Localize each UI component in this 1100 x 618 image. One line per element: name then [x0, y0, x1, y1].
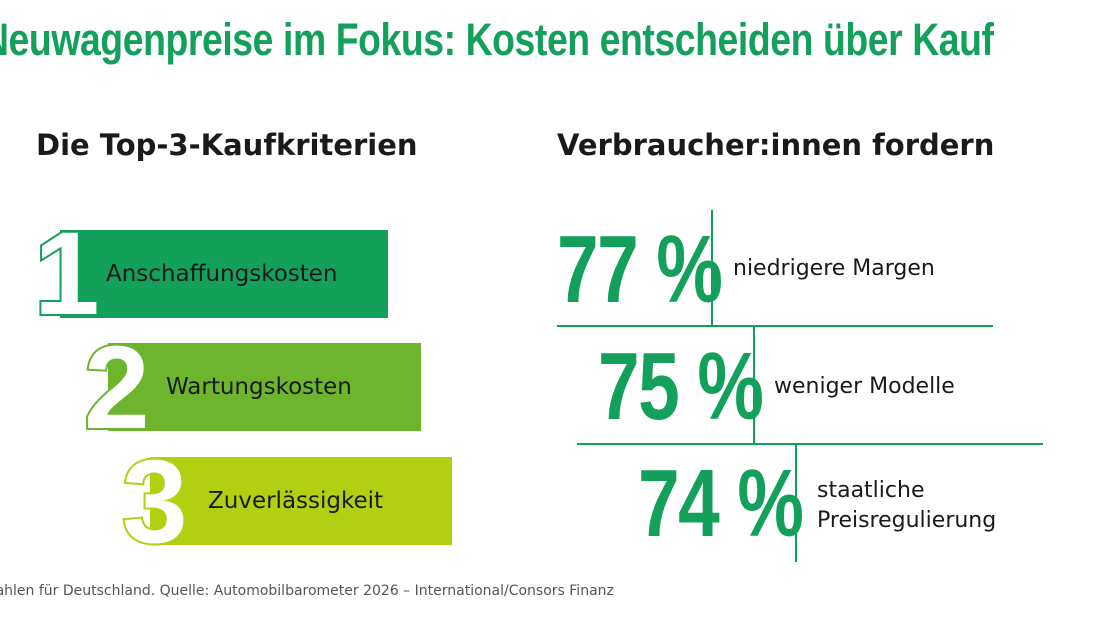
criterion-label-1: Anschaffungskosten: [106, 261, 338, 287]
criterion-bar-2: Wartungskosten: [108, 343, 421, 431]
demand-label-1: niedrigere Margen: [733, 254, 935, 284]
demand-label-2: weniger Modelle: [774, 372, 955, 402]
criterion-label-2: Wartungskosten: [166, 374, 352, 400]
criteria-heading: Die Top-3-Kaufkriterien: [36, 128, 418, 162]
divider-vertical-1: [711, 210, 713, 326]
divider-vertical-3: [795, 444, 797, 562]
divider-horizontal-1: [557, 325, 993, 327]
demand-label-1-line-1: niedrigere Margen: [733, 256, 935, 281]
percentage-value-2: 75 %: [598, 333, 764, 440]
percentage-value-1: 77 %: [557, 216, 723, 323]
divider-vertical-2: [753, 326, 755, 444]
demand-label-3-line-1: staatliche: [817, 478, 925, 503]
demand-label-3-line-2: Preisregulierung: [817, 508, 997, 533]
source-note: Zahlen für Deutschland. Quelle: Automobi…: [0, 583, 614, 599]
criterion-bar-3: Zuverlässigkeit: [150, 457, 452, 545]
divider-horizontal-2: [577, 443, 1043, 445]
page-title: Neuwagenpreise im Fokus: Kosten entschei…: [0, 14, 994, 65]
demand-label-2-line-1: weniger Modelle: [774, 374, 955, 399]
criterion-bar-1: Anschaffungskosten: [60, 230, 388, 318]
demand-label-3: staatliche Preisregulierung: [817, 476, 996, 536]
demands-heading: Verbraucher:innen fordern: [557, 128, 995, 162]
criterion-label-3: Zuverlässigkeit: [208, 488, 384, 514]
percentage-value-3: 74 %: [638, 450, 804, 557]
